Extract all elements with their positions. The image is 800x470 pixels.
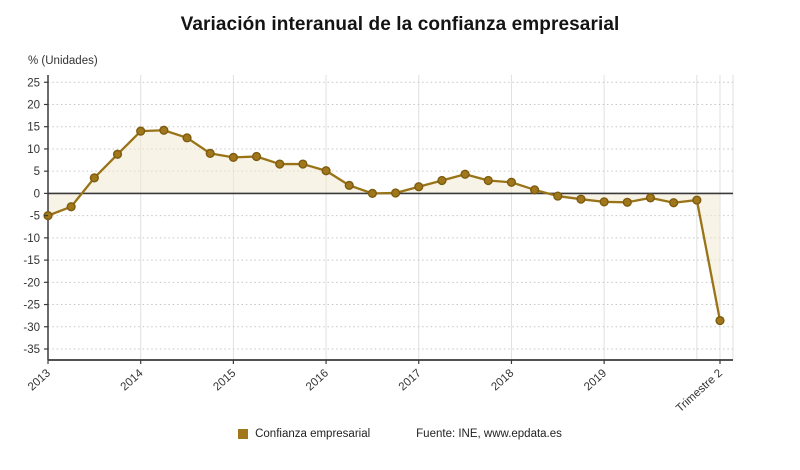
y-axis-tick-label: 25 — [27, 77, 40, 89]
y-axis-tick-label: -15 — [23, 255, 40, 267]
data-point-marker — [367, 188, 378, 199]
data-point-marker — [275, 159, 285, 169]
y-axis-unit-label: % (Unidades) — [28, 55, 98, 67]
y-axis-tick-label: 0 — [34, 188, 40, 200]
data-point-marker — [553, 191, 563, 201]
data-point-marker — [228, 152, 238, 162]
data-point-marker — [205, 148, 215, 158]
data-point-marker — [414, 182, 424, 192]
y-axis-tick-label: 10 — [27, 144, 40, 156]
data-point-marker — [437, 175, 447, 186]
x-axis-tick-label: 2018 — [489, 367, 516, 393]
data-point-marker — [622, 197, 632, 207]
y-axis-tick-label: 20 — [27, 99, 40, 111]
x-axis-tick-label: 2016 — [304, 367, 331, 393]
x-axis-tick-label: 2014 — [119, 367, 146, 393]
data-point-marker — [483, 175, 493, 186]
data-point-marker — [692, 195, 702, 205]
y-axis-tick-label: -10 — [23, 233, 40, 245]
legend-series-label: Confianza empresarial — [255, 428, 371, 440]
legend-item-confianza: Confianza empresarial — [238, 428, 370, 440]
y-axis-tick-label: -35 — [23, 344, 40, 356]
x-axis-tick-label: 2019 — [582, 367, 609, 393]
data-point-marker — [136, 126, 146, 136]
y-axis-tick-label: -5 — [30, 211, 40, 223]
series-marker-icon — [238, 429, 249, 439]
data-point-marker — [530, 185, 540, 195]
chart-title: Variación interanual de la confianza emp… — [180, 14, 620, 35]
data-point-marker — [344, 180, 354, 190]
data-point-marker — [645, 193, 656, 203]
data-point-marker — [66, 202, 76, 212]
y-axis-tick-label: -20 — [23, 277, 40, 289]
data-point-marker — [182, 133, 192, 143]
data-point-marker — [506, 177, 517, 187]
series-area-fill — [48, 130, 720, 321]
x-axis-tick-label: 2013 — [26, 367, 53, 393]
x-axis-tick-label: 2017 — [397, 367, 424, 393]
data-point-marker — [321, 166, 331, 176]
data-point-marker — [89, 173, 99, 183]
data-point-marker — [251, 151, 262, 162]
data-point-marker — [390, 188, 401, 198]
source-text: Fuente: INE, www.epdata.es — [416, 428, 562, 440]
y-axis-tick-label: -30 — [23, 322, 40, 334]
data-point-marker — [460, 169, 470, 179]
data-point-marker — [669, 198, 679, 208]
y-axis-tick-label: -25 — [23, 300, 40, 312]
data-point-marker — [599, 197, 609, 207]
data-point-marker — [576, 194, 586, 204]
data-point-marker — [715, 315, 725, 326]
legend: Confianza empresarial Fuente: INE, www.e… — [0, 428, 800, 440]
y-axis-tick-label: 5 — [34, 166, 40, 178]
data-point-marker — [298, 159, 308, 169]
x-axis-tick-label: 2015 — [211, 367, 238, 393]
y-axis-tick-label: 15 — [27, 122, 40, 134]
data-point-marker — [112, 149, 123, 159]
data-point-marker — [159, 125, 169, 135]
x-axis-tick-label: Trimestre 2 — [674, 367, 725, 415]
